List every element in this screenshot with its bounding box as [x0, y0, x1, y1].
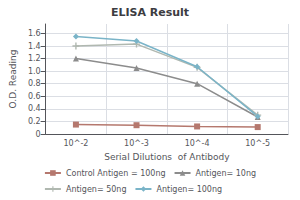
svg-text:Antigen= 10ng: Antigen= 10ng: [196, 169, 257, 178]
svg-text:10^-2: 10^-2: [63, 139, 88, 148]
svg-text:1.6: 1.6: [28, 29, 41, 38]
svg-text:Antigen= 50ng: Antigen= 50ng: [66, 185, 127, 194]
svg-text:0.8: 0.8: [28, 79, 41, 88]
svg-text:10^-4: 10^-4: [185, 139, 210, 148]
svg-text:Serial Dilutions of Antibody: Serial Dilutions of Antibody: [104, 152, 230, 162]
svg-text:Antigen= 100ng: Antigen= 100ng: [156, 185, 222, 194]
svg-text:10^-5: 10^-5: [245, 139, 270, 148]
svg-text:Control Antigen = 100ng: Control Antigen = 100ng: [66, 169, 166, 178]
svg-text:0.2: 0.2: [28, 117, 41, 126]
svg-text:1.0: 1.0: [28, 67, 41, 76]
svg-text:0: 0: [36, 130, 41, 139]
svg-text:ELISA Result: ELISA Result: [111, 6, 189, 19]
svg-text:O.D. Reading: O.D. Reading: [8, 50, 18, 109]
svg-text:1.4: 1.4: [28, 42, 41, 51]
svg-text:0.4: 0.4: [28, 104, 41, 113]
svg-text:0.6: 0.6: [28, 92, 41, 101]
svg-text:1.2: 1.2: [28, 54, 41, 63]
svg-text:10^-3: 10^-3: [124, 139, 149, 148]
